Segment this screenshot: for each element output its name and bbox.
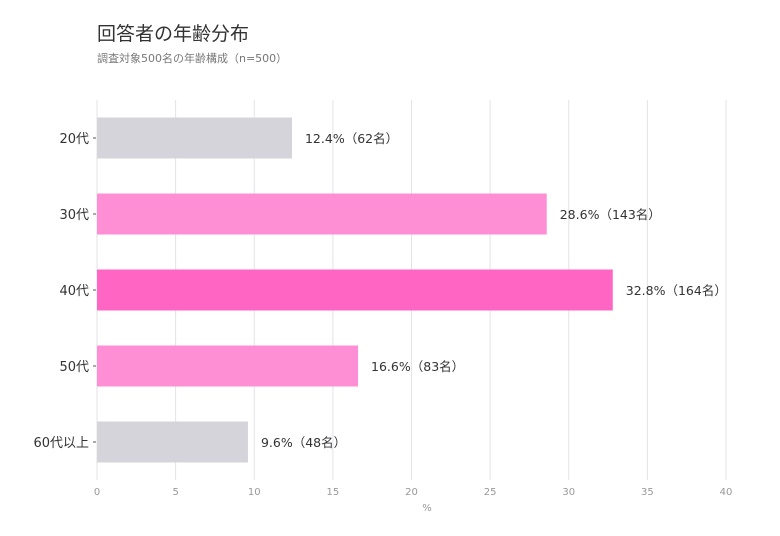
- bar: [97, 193, 547, 235]
- chart-title: 回答者の年齢分布: [97, 23, 249, 45]
- data-label: 12.4%（62名）: [305, 131, 398, 146]
- x-axis-label: %: [422, 503, 432, 514]
- x-tick-label: 35: [641, 487, 654, 498]
- x-tick-label: 30: [562, 487, 575, 498]
- data-label: 28.6%（143名）: [560, 207, 661, 222]
- y-tick-label: 30代: [59, 208, 89, 223]
- bar: [97, 269, 613, 311]
- x-tick-label: 15: [327, 487, 340, 498]
- data-label: 16.6%（83名）: [371, 359, 464, 374]
- bar: [97, 345, 359, 387]
- chart-subtitle: 調査対象500名の年齢構成（n=500）: [97, 51, 287, 65]
- y-tick-label: 20代: [59, 132, 89, 147]
- x-tick-label: 20: [405, 487, 418, 498]
- x-tick-label: 40: [720, 487, 733, 498]
- y-tick-label: 40代: [59, 284, 89, 299]
- bar: [97, 117, 292, 159]
- data-label: 9.6%（48名）: [261, 435, 346, 450]
- x-tick-label: 10: [248, 487, 261, 498]
- bar: [97, 421, 248, 463]
- y-tick-label: 60代以上: [33, 436, 89, 451]
- x-tick-label: 0: [94, 487, 100, 498]
- x-tick-label: 25: [484, 487, 497, 498]
- y-tick-label: 50代: [59, 360, 89, 375]
- data-label: 32.8%（164名）: [626, 283, 727, 298]
- x-tick-label: 5: [172, 487, 178, 498]
